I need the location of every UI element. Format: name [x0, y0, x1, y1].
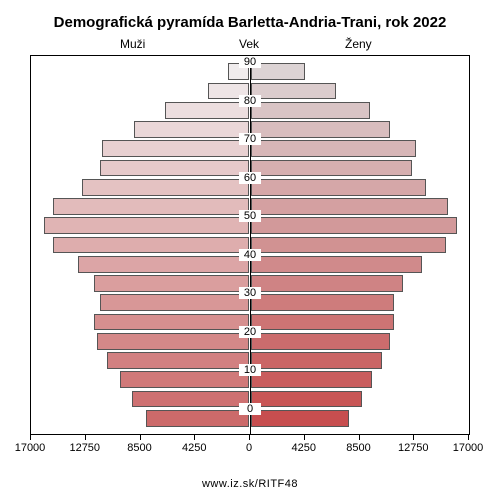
- bar-women: [251, 294, 394, 311]
- plot-area: 0 10 20 30 40 50 60 70 80 90: [30, 55, 470, 435]
- bar-women: [251, 352, 382, 369]
- x-tick-label: 17000: [453, 442, 484, 454]
- age-tick-label: 50: [239, 210, 261, 222]
- bar-women: [251, 333, 390, 350]
- x-tick-label: 8500: [346, 442, 370, 454]
- x-tick-label: 0: [246, 442, 252, 454]
- bar-men: [97, 333, 249, 350]
- bar-men: [94, 275, 249, 292]
- label-women: Ženy: [345, 37, 372, 51]
- x-tick: [30, 435, 31, 440]
- source-link: www.iz.sk/RITF48: [0, 478, 500, 490]
- bar-men: [132, 391, 249, 408]
- bar-women: [251, 121, 390, 138]
- x-tick: [468, 435, 469, 440]
- bar-men: [78, 256, 249, 273]
- age-tick-label: 80: [239, 95, 261, 107]
- bar-women: [251, 410, 349, 427]
- x-tick: [194, 435, 195, 440]
- bar-men: [146, 410, 249, 427]
- x-tick-label: 12750: [69, 442, 100, 454]
- x-tick: [413, 435, 414, 440]
- x-tick-label: 4250: [182, 442, 206, 454]
- bar-men: [107, 352, 249, 369]
- bar-men: [53, 237, 249, 254]
- x-tick: [249, 435, 250, 440]
- bar-women: [251, 179, 426, 196]
- bar-men: [120, 371, 249, 388]
- bar-women: [251, 198, 448, 215]
- bar-women: [251, 275, 403, 292]
- bars-layer: [31, 56, 469, 434]
- bar-men: [82, 179, 249, 196]
- age-tick-label: 0: [239, 403, 261, 415]
- label-men: Muži: [120, 37, 145, 51]
- bar-women: [251, 256, 422, 273]
- bar-women: [251, 160, 412, 177]
- age-tick-label: 70: [239, 133, 261, 145]
- bar-women: [251, 237, 446, 254]
- x-tick-label: 12750: [398, 442, 429, 454]
- chart-title: Demografická pyramída Barletta-Andria-Tr…: [0, 14, 500, 31]
- bar-men: [44, 217, 249, 234]
- bar-women: [251, 217, 457, 234]
- bar-women: [251, 314, 394, 331]
- x-tick-label: 4250: [292, 442, 316, 454]
- bar-men: [100, 294, 249, 311]
- age-tick-label: 60: [239, 172, 261, 184]
- x-tick-label: 17000: [15, 442, 46, 454]
- age-tick-label: 10: [239, 364, 261, 376]
- chart-container: Demografická pyramída Barletta-Andria-Tr…: [0, 0, 500, 500]
- age-tick-label: 20: [239, 326, 261, 338]
- bar-men: [100, 160, 249, 177]
- bar-women: [251, 102, 370, 119]
- x-tick-label: 8500: [127, 442, 151, 454]
- x-axis: 1700012750850042500425085001275017000: [30, 435, 470, 460]
- bar-men: [94, 314, 249, 331]
- bar-women: [251, 371, 372, 388]
- x-tick: [140, 435, 141, 440]
- bar-women: [251, 83, 336, 100]
- x-tick: [359, 435, 360, 440]
- label-age: Vek: [239, 37, 259, 51]
- x-tick: [85, 435, 86, 440]
- age-tick-label: 90: [239, 56, 261, 68]
- age-tick-label: 30: [239, 287, 261, 299]
- bar-men: [134, 121, 249, 138]
- x-tick: [304, 435, 305, 440]
- bar-men: [165, 102, 249, 119]
- age-tick-label: 40: [239, 249, 261, 261]
- bar-men: [53, 198, 249, 215]
- bar-men: [102, 140, 249, 157]
- bar-women: [251, 140, 416, 157]
- bar-women: [251, 391, 362, 408]
